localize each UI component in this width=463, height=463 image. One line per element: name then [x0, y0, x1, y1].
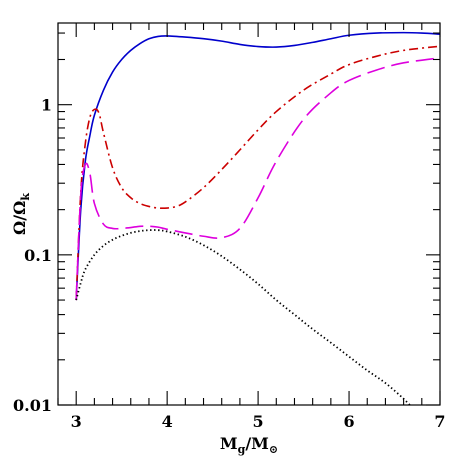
- ticks-layer: [57, 23, 441, 406]
- series-line-dotted: [75, 229, 411, 405]
- labels-layer: 3 4 5 6 7 0.01 0.1 1: [13, 96, 446, 431]
- x-tick-label: 5: [253, 412, 264, 431]
- y-tick-label: 0.01: [13, 396, 52, 415]
- x-tick-label: 4: [162, 412, 173, 431]
- x-tick-label: 7: [434, 412, 445, 431]
- series-line-solid: [75, 31, 440, 301]
- series-line-dash-dot: [75, 45, 440, 301]
- series-line-long-dash: [75, 57, 440, 301]
- x-tick-label: 3: [71, 412, 82, 431]
- x-tick-label: 6: [343, 412, 354, 431]
- x-axis-label: Mg/M⊙: [220, 434, 278, 456]
- y-tick-label: 0.1: [24, 246, 52, 265]
- series-layer: [75, 31, 440, 405]
- plot-frame: [57, 22, 441, 406]
- y-axis-label: Ω/Ωk: [10, 193, 32, 235]
- y-tick-label: 1: [41, 96, 52, 115]
